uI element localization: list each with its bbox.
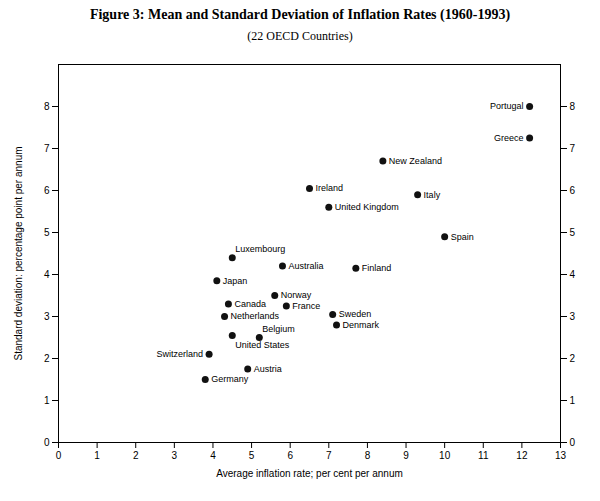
svg-text:4: 4 — [570, 269, 576, 280]
svg-text:3: 3 — [44, 311, 50, 322]
svg-text:United Kingdom: United Kingdom — [335, 202, 399, 212]
svg-text:6: 6 — [287, 450, 293, 461]
svg-text:13: 13 — [555, 450, 567, 461]
svg-text:1: 1 — [44, 395, 50, 406]
svg-text:9: 9 — [403, 450, 409, 461]
svg-text:11: 11 — [478, 450, 489, 461]
svg-text:Germany: Germany — [211, 374, 249, 384]
svg-text:Average inflation rate; per ce: Average inflation rate; per cent per ann… — [216, 468, 403, 479]
svg-text:10: 10 — [439, 450, 451, 461]
svg-text:Standard deviation: percentage: Standard deviation: percentage point per… — [13, 146, 24, 360]
svg-text:Sweden: Sweden — [339, 309, 372, 319]
svg-text:5: 5 — [44, 227, 50, 238]
svg-text:2: 2 — [44, 353, 50, 364]
svg-text:Japan: Japan — [223, 276, 248, 286]
svg-text:6: 6 — [44, 185, 50, 196]
svg-text:3: 3 — [172, 450, 178, 461]
svg-text:12: 12 — [516, 450, 528, 461]
svg-text:2: 2 — [570, 353, 576, 364]
svg-text:2: 2 — [133, 450, 139, 461]
svg-text:5: 5 — [570, 227, 576, 238]
svg-text:Portugal: Portugal — [490, 101, 524, 111]
svg-text:Finland: Finland — [362, 263, 392, 273]
svg-text:Austria: Austria — [254, 364, 282, 374]
svg-text:New Zealand: New Zealand — [389, 156, 442, 166]
svg-text:6: 6 — [570, 185, 576, 196]
html-text:(22 OECD Countries): (22 OECD Countries) — [247, 29, 353, 43]
svg-text:Spain: Spain — [451, 232, 474, 242]
svg-text:Ireland: Ireland — [316, 183, 344, 193]
svg-text:1: 1 — [94, 450, 100, 461]
svg-text:3: 3 — [570, 311, 576, 322]
svg-text:United States: United States — [235, 340, 290, 350]
svg-text:Norway: Norway — [281, 290, 312, 300]
svg-text:Greece: Greece — [494, 133, 524, 143]
svg-text:France: France — [292, 301, 320, 311]
svg-text:8: 8 — [570, 101, 576, 112]
svg-text:Luxembourg: Luxembourg — [235, 244, 285, 254]
svg-text:7: 7 — [326, 450, 332, 461]
svg-text:Belgium: Belgium — [262, 324, 295, 334]
svg-text:Denmark: Denmark — [343, 320, 380, 330]
svg-text:0: 0 — [570, 437, 576, 448]
svg-text:Italy: Italy — [424, 190, 441, 200]
svg-text:Netherlands: Netherlands — [231, 311, 280, 321]
svg-text:0: 0 — [44, 437, 50, 448]
svg-text:0: 0 — [56, 450, 62, 461]
svg-text:Switzerland: Switzerland — [157, 349, 204, 359]
html-text:Figure 3: Mean and Standard De: Figure 3: Mean and Standard Deviation of… — [89, 7, 511, 22]
svg-text:7: 7 — [44, 143, 50, 154]
svg-text:Canada: Canada — [234, 299, 266, 309]
svg-text:4: 4 — [210, 450, 216, 461]
svg-text:8: 8 — [44, 101, 50, 112]
svg-text:8: 8 — [365, 450, 371, 461]
svg-text:1: 1 — [570, 395, 576, 406]
svg-text:4: 4 — [44, 269, 50, 280]
svg-text:5: 5 — [249, 450, 255, 461]
svg-text:Australia: Australia — [288, 261, 323, 271]
svg-text:7: 7 — [570, 143, 576, 154]
